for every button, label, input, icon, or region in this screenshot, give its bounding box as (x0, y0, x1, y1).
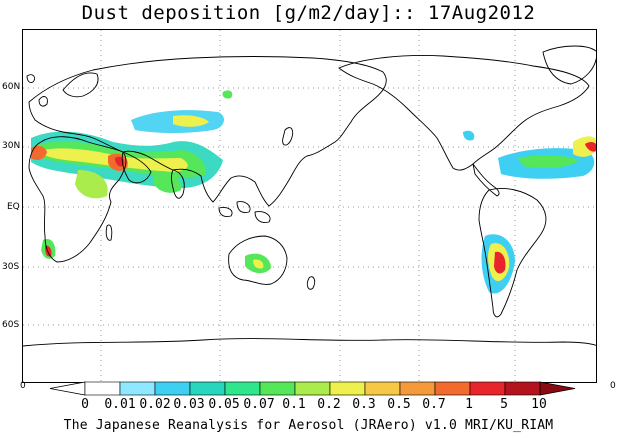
colorbar-tick: 1 (465, 397, 473, 412)
footer-credit: The Japanese Reanalysis for Aerosol (JRA… (63, 418, 554, 433)
colorbar-tick: 0.05 (208, 397, 240, 412)
lat-label-60s: 60S (2, 320, 20, 330)
map-title: Dust deposition [g/m2/day]:: 17Aug2012 (81, 2, 536, 24)
colorbar-tick: 0.07 (243, 397, 275, 412)
colorbar-cell (154, 381, 191, 396)
colorbar-cell (119, 381, 156, 396)
lat-label-eq: EQ (7, 202, 20, 212)
coastlines (23, 45, 596, 347)
colorbar-cell (399, 381, 436, 396)
colorbar-tick: 0.1 (282, 397, 306, 412)
colorbar-cell (189, 381, 226, 396)
colorbar-tick: 0.7 (422, 397, 446, 412)
colorbar-cell (224, 381, 261, 396)
colorbar-cell (84, 381, 121, 396)
lat-label-30s: 30S (2, 262, 20, 272)
dust-deposition-field (31, 90, 596, 294)
colorbar-cell (469, 381, 506, 396)
colorbar-tick-labels: 0 0.01 0.02 0.03 0.05 0.07 0.1 0.2 0.3 0… (0, 397, 617, 413)
colorbar-arrow-low (49, 381, 86, 396)
lat-label-30n: 30N (2, 141, 21, 151)
colorbar-right-end-label: 0 (610, 381, 616, 391)
colorbar-left-end-label: 0 (20, 381, 26, 391)
colorbar-tick: 0 (81, 397, 89, 412)
colorbar-cell (504, 381, 541, 396)
world-map (22, 29, 597, 383)
colorbar-tick: 0.01 (104, 397, 136, 412)
colorbar-tick: 0.5 (387, 397, 411, 412)
colorbar-tick: 0.02 (139, 397, 171, 412)
colorbar-tick: 0.03 (173, 397, 205, 412)
colorbar-tick: 0.2 (317, 397, 341, 412)
colorbar-cell (434, 381, 471, 396)
colorbar-tick: 0.3 (352, 397, 376, 412)
colorbar-cell (364, 381, 401, 396)
colorbar-cell (259, 381, 296, 396)
colorbar-cell (294, 381, 331, 396)
colorbar-tick: 5 (500, 397, 508, 412)
colorbar-arrow-high (539, 381, 576, 396)
lat-label-60n: 60N (2, 82, 21, 92)
colorbar-tick: 10 (531, 397, 547, 412)
colorbar-cell (329, 381, 366, 396)
map-canvas (23, 30, 596, 382)
